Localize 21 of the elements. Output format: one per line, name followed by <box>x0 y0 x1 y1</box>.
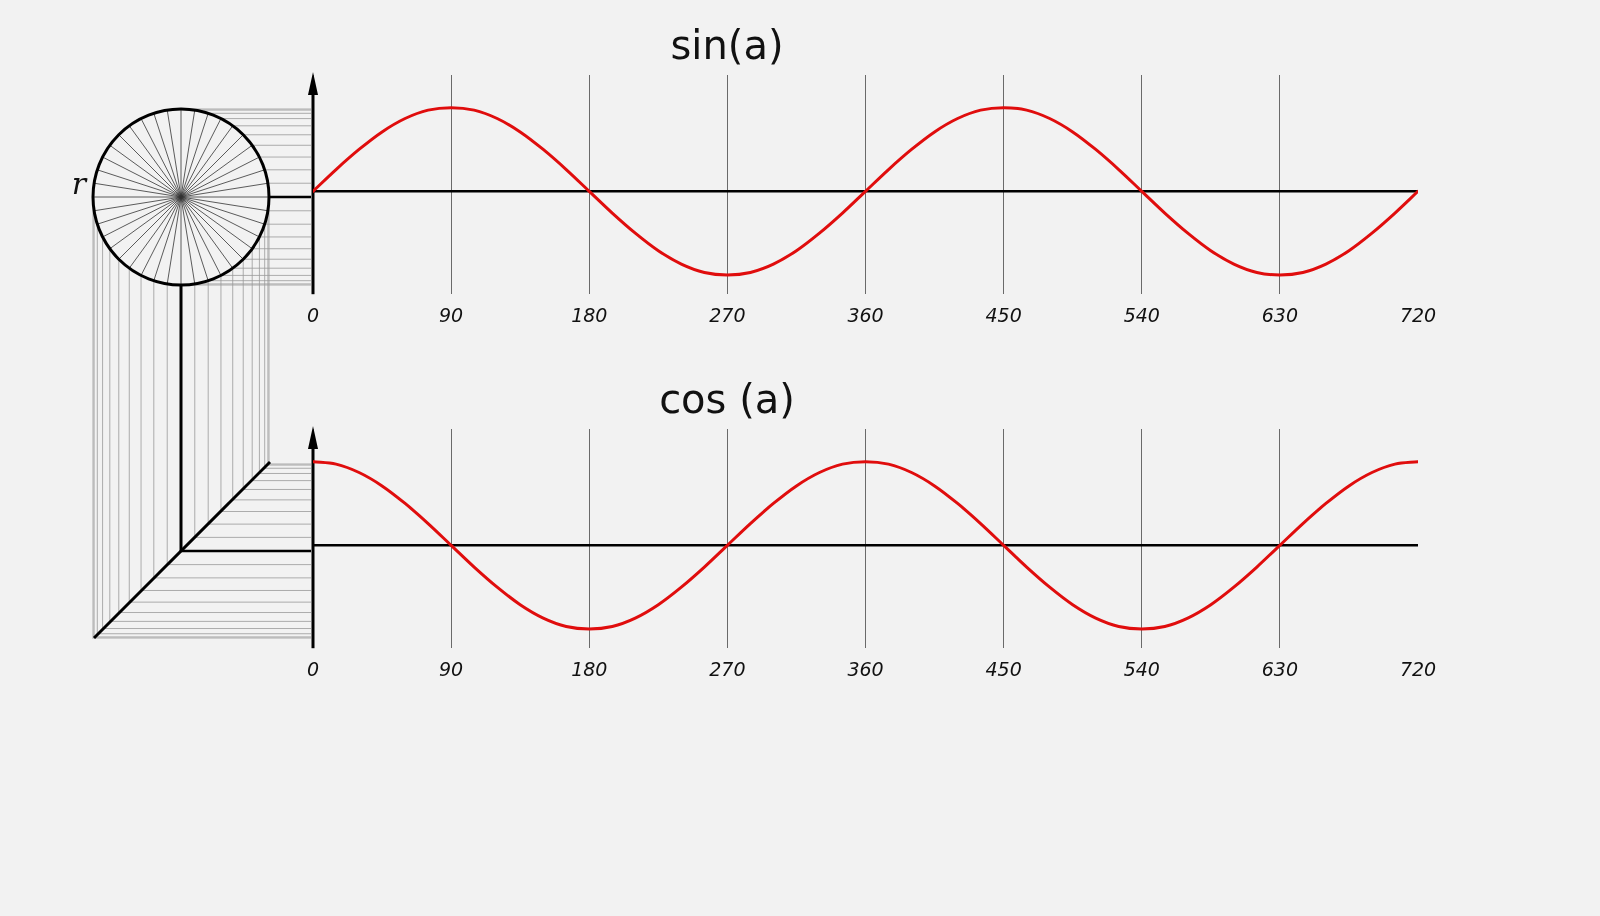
x-tick-label: 540 <box>1123 303 1160 326</box>
x-tick-label: 270 <box>709 303 746 326</box>
x-tick-label: 450 <box>985 657 1022 680</box>
x-tick-label: 180 <box>571 303 608 326</box>
x-tick-label: 720 <box>1399 303 1437 326</box>
x-tick-label: 720 <box>1399 657 1437 680</box>
x-tick-label: 450 <box>985 303 1022 326</box>
x-tick-label: 630 <box>1261 303 1299 326</box>
x-tick-label: 630 <box>1261 657 1299 680</box>
x-tick-label: 540 <box>1123 657 1160 680</box>
x-tick-label: 270 <box>709 657 746 680</box>
x-tick-label: 360 <box>847 657 884 680</box>
x-tick-label: 90 <box>439 657 464 680</box>
x-tick-label: 180 <box>571 657 608 680</box>
text: r <box>71 165 88 201</box>
chart-title: sin(a) <box>670 22 784 69</box>
chart-title: cos (a) <box>659 376 795 423</box>
x-tick-label: 90 <box>439 303 464 326</box>
x-tick-label: 0 <box>306 657 320 680</box>
x-tick-label: 0 <box>306 303 320 326</box>
x-tick-label: 360 <box>847 303 884 326</box>
